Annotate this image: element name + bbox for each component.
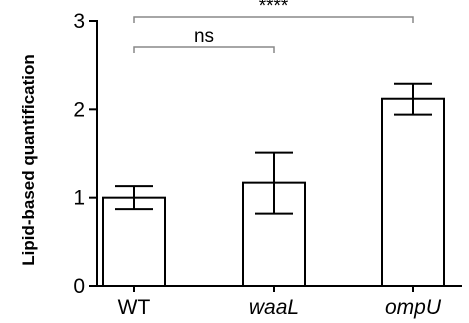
y-axis-label: Lipid-based quantification xyxy=(19,54,38,266)
y-tick-label: 1 xyxy=(73,187,85,210)
bar-WT xyxy=(102,196,166,288)
x-tick-label: ompU xyxy=(385,296,442,319)
significance-label: **** xyxy=(259,0,289,17)
significance-label: ns xyxy=(194,26,214,47)
y-tick-label: 2 xyxy=(73,98,85,121)
significance-bracket xyxy=(133,16,414,23)
x-tick-label: WT xyxy=(118,296,151,319)
y-tick-label: 3 xyxy=(73,10,85,33)
plot-area: 0 1 2 3 WT waaL ompU ns **** xyxy=(73,0,462,319)
significance-bracket xyxy=(133,46,275,53)
bar-ompU xyxy=(381,97,445,287)
x-tick-label: waaL xyxy=(249,296,299,319)
y-tick-label: 0 xyxy=(73,275,85,298)
